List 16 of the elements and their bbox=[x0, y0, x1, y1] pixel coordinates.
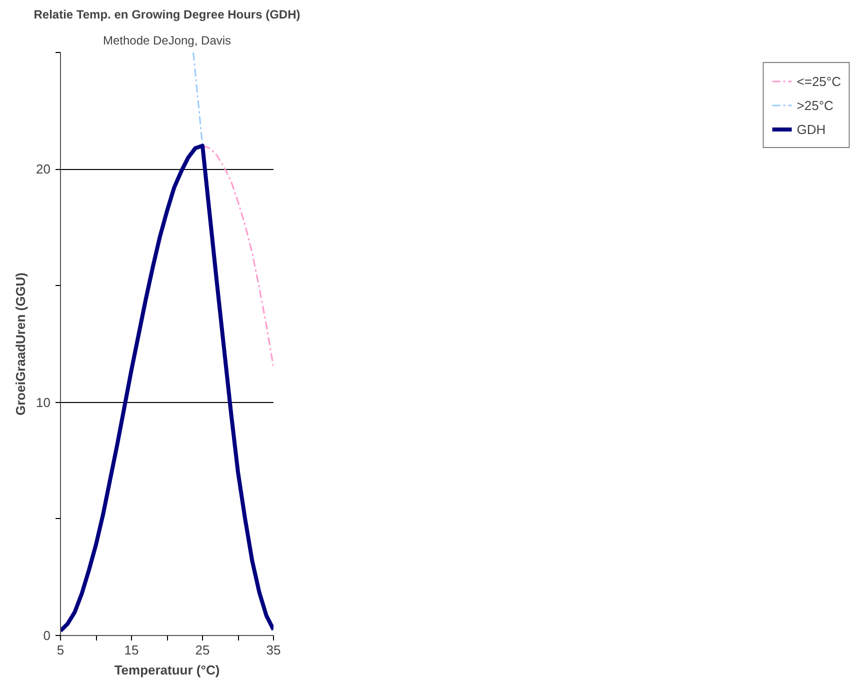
x-tick-label: 25 bbox=[195, 642, 210, 658]
x-tick-label: 15 bbox=[124, 642, 139, 658]
chart-title: Relatie Temp. en Growing Degree Hours (GDH) bbox=[34, 8, 300, 22]
x-axis-title: Temperatuur (°C) bbox=[114, 662, 220, 678]
y-tick-label: 0 bbox=[43, 628, 51, 643]
x-tick-label: 35 bbox=[266, 642, 281, 658]
y-tick-label: 20 bbox=[36, 162, 51, 177]
legend-label: >25°C bbox=[796, 98, 834, 112]
chart-subtitle: Methode DeJong, Davis bbox=[102, 34, 232, 48]
y-tick-label: 10 bbox=[36, 394, 51, 410]
line-series bbox=[202, 145, 274, 368]
legend-label: <=25°C bbox=[796, 74, 841, 88]
legend-label: GDH bbox=[796, 122, 826, 136]
x-tick-label: 5 bbox=[56, 642, 64, 658]
y-axis-title: GroeiGraadUren (GGU) bbox=[13, 272, 28, 416]
line-series bbox=[60, 144, 274, 633]
